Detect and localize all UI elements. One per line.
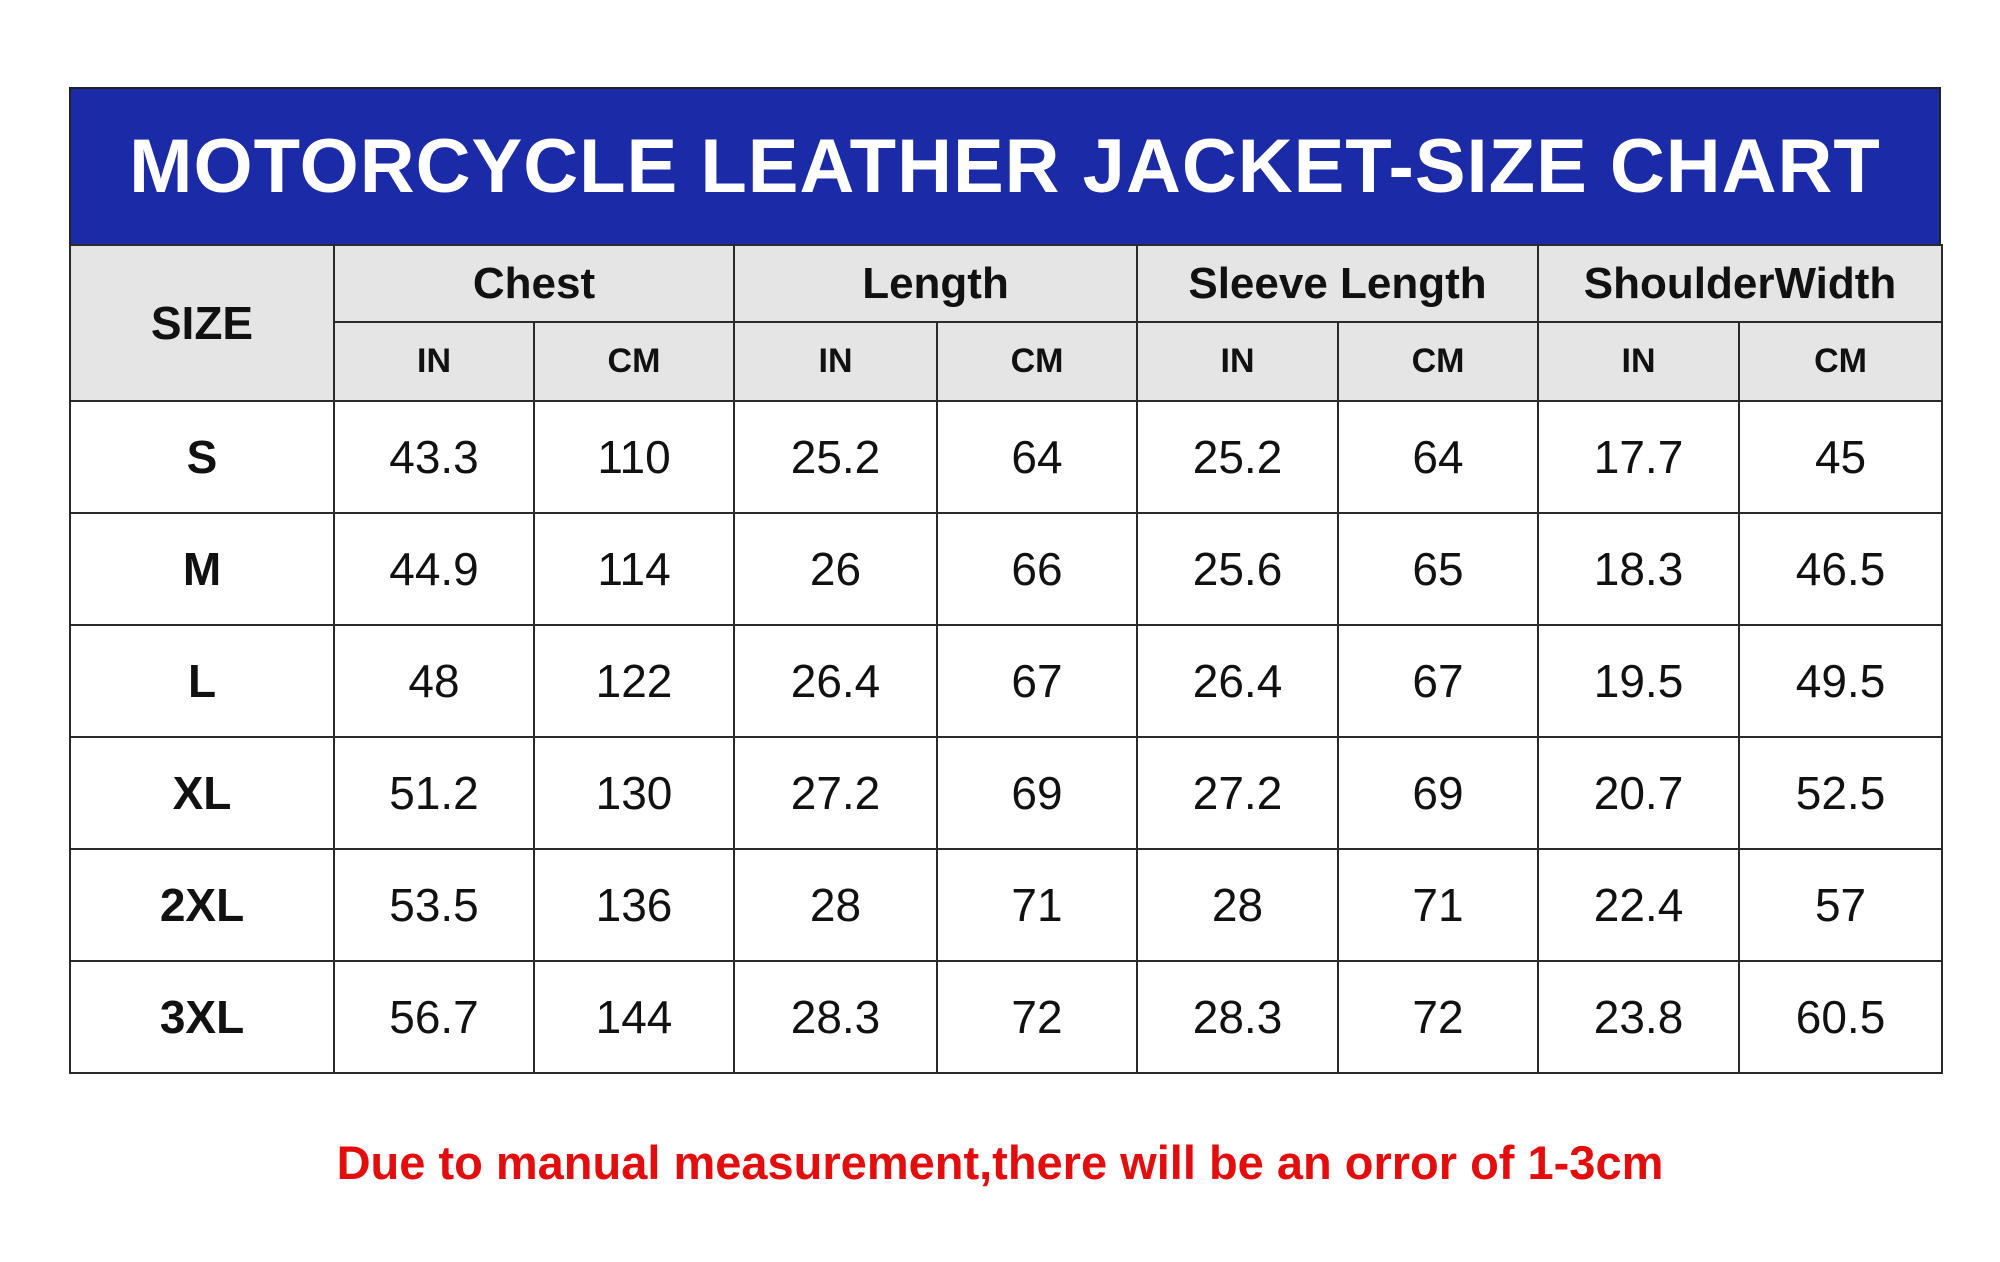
measurement: 46.5 xyxy=(1738,512,1944,626)
measurement: 69 xyxy=(935,736,1139,850)
measurement: 26 xyxy=(733,512,938,626)
measurement: 130 xyxy=(533,736,735,850)
measurement: 44.9 xyxy=(333,512,535,626)
measurement: 25.2 xyxy=(733,400,938,514)
measurement: 17.7 xyxy=(1537,400,1741,514)
measurement: 26.4 xyxy=(1136,624,1340,738)
measurement: 23.8 xyxy=(1537,960,1741,1074)
measurement: 64 xyxy=(935,400,1139,514)
measurement: 144 xyxy=(533,960,735,1074)
measurement: 19.5 xyxy=(1537,624,1741,738)
data-row: 3XL 56.7 144 28.3 72 28.3 72 23.8 60.5 xyxy=(69,960,1944,1074)
unit-header: IN xyxy=(333,321,535,402)
measurement: 71 xyxy=(935,848,1139,962)
size-label: M xyxy=(69,512,335,626)
measurement: 28.3 xyxy=(733,960,938,1074)
measurement: 60.5 xyxy=(1738,960,1944,1074)
unit-header: CM xyxy=(533,321,735,402)
measurement: 48 xyxy=(333,624,535,738)
header-row: SIZE Chest Length Sleeve Length ShoulderWidt… xyxy=(69,244,1944,402)
measurement: 45 xyxy=(1738,400,1944,514)
group-header: Sleeve Length xyxy=(1136,244,1540,323)
measurement: 72 xyxy=(935,960,1139,1074)
measurement: 67 xyxy=(1337,624,1540,738)
measurement: 110 xyxy=(533,400,735,514)
measurement: 22.4 xyxy=(1537,848,1741,962)
unit-header: IN xyxy=(733,321,938,402)
measurement: 49.5 xyxy=(1738,624,1944,738)
size-label: XL xyxy=(69,736,335,850)
measurement: 20.7 xyxy=(1537,736,1741,850)
data-row: 2XL 53.5 136 28 71 28 71 22.4 57 xyxy=(69,848,1944,962)
size-table: SIZE Chest Length Sleeve Length ShoulderWidt… xyxy=(69,244,1944,1074)
group-header: ShoulderWidth xyxy=(1537,244,1944,323)
measurement: 51.2 xyxy=(333,736,535,850)
measurement: 71 xyxy=(1337,848,1540,962)
measurement: 67 xyxy=(935,624,1139,738)
measurement: 52.5 xyxy=(1738,736,1944,850)
measurement: 27.2 xyxy=(1136,736,1340,850)
measurement: 64 xyxy=(1337,400,1540,514)
measurement: 27.2 xyxy=(733,736,938,850)
measurement: 25.6 xyxy=(1136,512,1340,626)
footnote: Due to manual measurement,there will be … xyxy=(336,1136,1664,1189)
data-row: M 44.9 114 26 66 25.6 65 18.3 46.5 xyxy=(69,512,1944,626)
measurement: 28.3 xyxy=(1136,960,1340,1074)
unit-row: IN CM IN CM IN CM IN CM xyxy=(70,321,1944,402)
unit-header: CM xyxy=(935,321,1139,402)
size-label: L xyxy=(69,624,335,738)
unit-header: CM xyxy=(1738,321,1944,402)
measurement: 43.3 xyxy=(333,400,535,514)
group-header: Chest xyxy=(333,244,735,323)
size-header: SIZE xyxy=(69,244,335,402)
data-row: S 43.3 110 25.2 64 25.2 64 17.7 45 xyxy=(69,400,1944,514)
measurement: 28 xyxy=(733,848,938,962)
measurement: 56.7 xyxy=(333,960,535,1074)
size-label: 3XL xyxy=(69,960,335,1074)
measurement: 114 xyxy=(533,512,735,626)
measurement: 69 xyxy=(1337,736,1540,850)
measurement: 122 xyxy=(533,624,735,738)
unit-header: IN xyxy=(1537,321,1741,402)
measurement: 25.2 xyxy=(1136,400,1340,514)
title: MOTORCYCLE LEATHER JACKET-SIZE CHART xyxy=(69,87,1941,244)
size-chart: MOTORCYCLE LEATHER JACKET-SIZE CHART SIZ… xyxy=(69,87,1944,1074)
measurement: 26.4 xyxy=(733,624,938,738)
measurement: 57 xyxy=(1738,848,1944,962)
data-row: L 48 122 26.4 67 26.4 67 19.5 49.5 xyxy=(69,624,1944,738)
data-row: XL 51.2 130 27.2 69 27.2 69 20.7 52.5 xyxy=(69,736,1944,850)
unit-header: IN xyxy=(1136,321,1340,402)
measurement: 28 xyxy=(1136,848,1340,962)
measurement: 65 xyxy=(1337,512,1540,626)
size-label: S xyxy=(69,400,335,514)
size-label: 2XL xyxy=(69,848,335,962)
unit-header: CM xyxy=(1337,321,1540,402)
measurement: 18.3 xyxy=(1537,512,1741,626)
measurement: 53.5 xyxy=(333,848,535,962)
measurement: 136 xyxy=(533,848,735,962)
measurement: 72 xyxy=(1337,960,1540,1074)
measurement: 66 xyxy=(935,512,1139,626)
group-header: Length xyxy=(732,244,1139,323)
